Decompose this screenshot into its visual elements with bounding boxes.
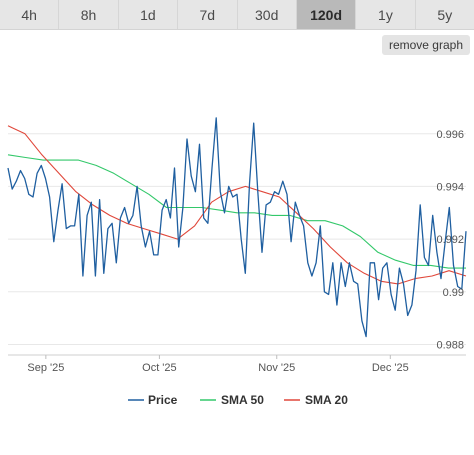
series-layer <box>7 117 467 338</box>
chart-legend: Price SMA 50 SMA 20 <box>128 393 348 407</box>
legend-label[interactable]: Price <box>148 393 178 407</box>
x-tick-label: Dec '25 <box>372 362 409 374</box>
tab-7d[interactable]: 7d <box>178 0 238 29</box>
y-axis-ticks: 0.988 0.99 0.992 0.994 0.996 <box>436 129 464 352</box>
series-line-sma-50 <box>7 154 466 269</box>
tab-1y[interactable]: 1y <box>356 0 416 29</box>
timeframe-tabs: 4h 8h 1d 7d 30d 120d 1y 5y <box>0 0 474 30</box>
series-line-price <box>7 117 467 338</box>
legend-label[interactable]: SMA 50 <box>221 393 264 407</box>
tab-30d[interactable]: 30d <box>238 0 297 29</box>
y-tick-label: 0.992 <box>436 234 464 246</box>
y-tick-label: 0.988 <box>436 339 464 351</box>
y-tick-label: 0.994 <box>436 181 464 193</box>
x-tick-label: Nov '25 <box>258 362 295 374</box>
tab-1d[interactable]: 1d <box>119 0 179 29</box>
x-axis-ticks: Sep '25 Oct '25 Nov '25 Dec '25 <box>27 355 409 374</box>
tab-8h[interactable]: 8h <box>59 0 119 29</box>
chart-grid <box>8 133 466 345</box>
y-tick-label: 0.996 <box>436 129 464 141</box>
x-tick-label: Sep '25 <box>27 362 64 374</box>
y-tick-label: 0.99 <box>443 287 464 299</box>
legend-label[interactable]: SMA 20 <box>305 393 348 407</box>
tab-120d[interactable]: 120d <box>296 0 357 29</box>
tab-4h[interactable]: 4h <box>0 0 60 29</box>
x-tick-label: Oct '25 <box>142 362 177 374</box>
tab-5y[interactable]: 5y <box>437 6 453 23</box>
remove-graph-button[interactable]: remove graph <box>381 35 470 55</box>
